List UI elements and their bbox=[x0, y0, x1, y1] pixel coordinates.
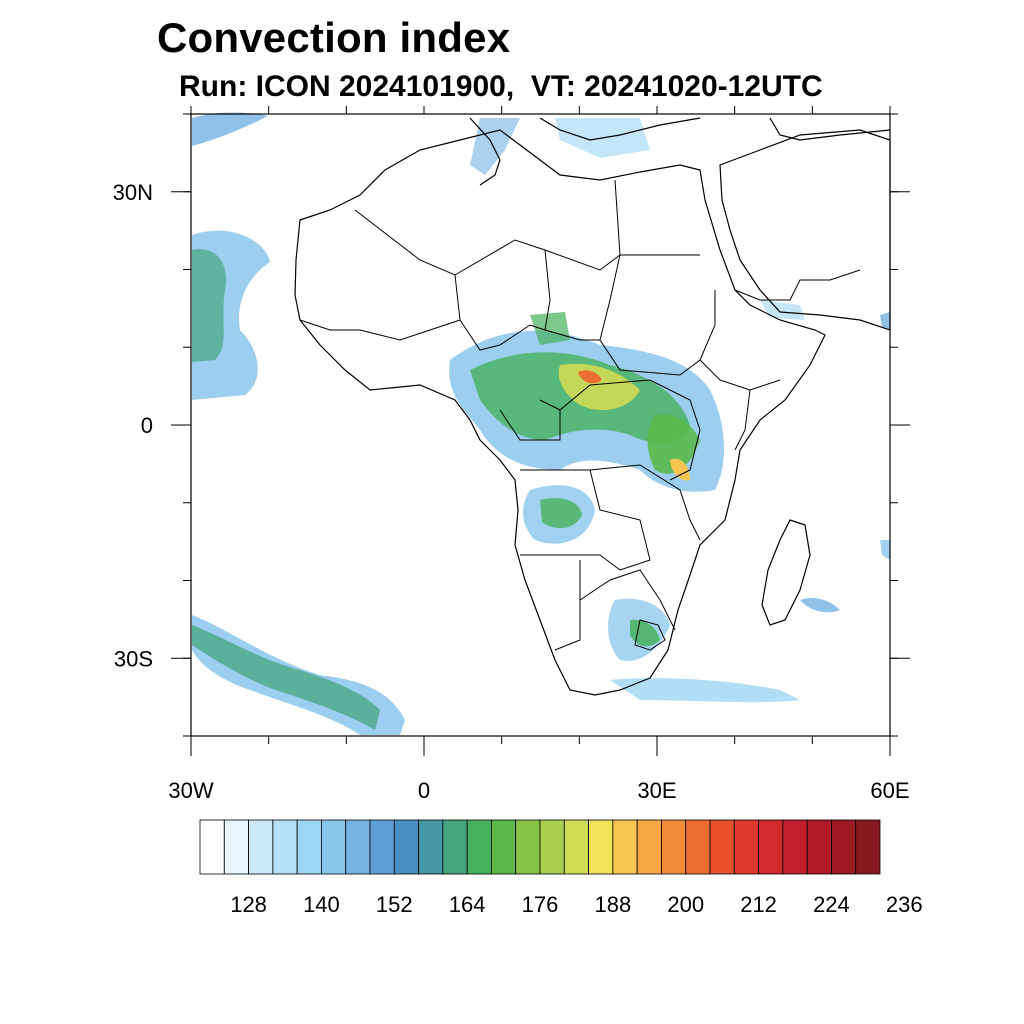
colorbar-swatch bbox=[296, 819, 322, 875]
colorbar-swatch bbox=[709, 819, 735, 875]
colorbar-label: 152 bbox=[376, 892, 413, 917]
africa-coastline bbox=[294, 129, 826, 696]
colorbar-swatch bbox=[855, 819, 881, 875]
convection-field bbox=[192, 112, 890, 735]
coastlines bbox=[294, 117, 891, 696]
colorbar-label: 212 bbox=[740, 892, 777, 917]
colorbar-swatch bbox=[831, 819, 857, 875]
colorbar-label: 164 bbox=[449, 892, 486, 917]
lon-tick-label: 0 bbox=[418, 778, 430, 803]
colorbar-swatch bbox=[661, 819, 687, 875]
colorbar-label: 188 bbox=[594, 892, 631, 917]
colorbar-swatch bbox=[345, 819, 371, 875]
chart-title: Convection index bbox=[157, 14, 511, 61]
colorbar-swatch bbox=[515, 819, 541, 875]
colorbar-label: 176 bbox=[522, 892, 559, 917]
lon-tick-label: 30E bbox=[637, 778, 676, 803]
colorbar-swatch bbox=[491, 819, 517, 875]
colorbar-swatch bbox=[539, 819, 565, 875]
colorbar-swatch bbox=[563, 819, 589, 875]
colorbar-swatch bbox=[272, 819, 298, 875]
colorbar-label: 236 bbox=[886, 892, 923, 917]
colorbar-swatch bbox=[393, 819, 419, 875]
colorbar-swatch bbox=[199, 819, 225, 875]
colorbar-swatch bbox=[636, 819, 662, 875]
colorbar-swatch bbox=[782, 819, 808, 875]
colorbar-swatch bbox=[466, 819, 492, 875]
chart-subtitle: Run: ICON 2024101900, VT: 20241020-12UTC bbox=[179, 70, 823, 103]
map-axes: 30W 0 30E 60E 30N 0 30S bbox=[113, 106, 910, 803]
colorbar-swatch bbox=[588, 819, 614, 875]
colorbar-swatch bbox=[612, 819, 638, 875]
arabia-coastline bbox=[719, 129, 891, 331]
colorbar-swatch bbox=[369, 819, 395, 875]
colorbar-label: 224 bbox=[813, 892, 850, 917]
lat-tick-label: 0 bbox=[141, 413, 153, 438]
lat-tick-label: 30S bbox=[114, 646, 153, 671]
colorbar-label: 128 bbox=[230, 892, 267, 917]
lat-tick-label: 30N bbox=[113, 180, 153, 205]
colorbar-swatch bbox=[758, 819, 784, 875]
madagascar bbox=[761, 519, 811, 626]
colorbar-label: 200 bbox=[667, 892, 704, 917]
colorbar-swatch bbox=[321, 819, 347, 875]
colorbar-label: 140 bbox=[303, 892, 340, 917]
colorbar: 128 140 152 164 176 188 200 212 224 236 bbox=[199, 819, 923, 917]
country-borders bbox=[299, 179, 861, 651]
colorbar-swatch bbox=[223, 819, 249, 875]
europe-coast bbox=[469, 117, 891, 186]
colorbar-swatch bbox=[248, 819, 274, 875]
colorbar-swatch bbox=[442, 819, 468, 875]
lon-tick-label: 60E bbox=[870, 778, 909, 803]
colorbar-swatch bbox=[733, 819, 759, 875]
lon-tick-label: 30W bbox=[168, 778, 213, 803]
colorbar-swatch bbox=[806, 819, 832, 875]
colorbar-swatch bbox=[418, 819, 444, 875]
colorbar-swatch bbox=[685, 819, 711, 875]
